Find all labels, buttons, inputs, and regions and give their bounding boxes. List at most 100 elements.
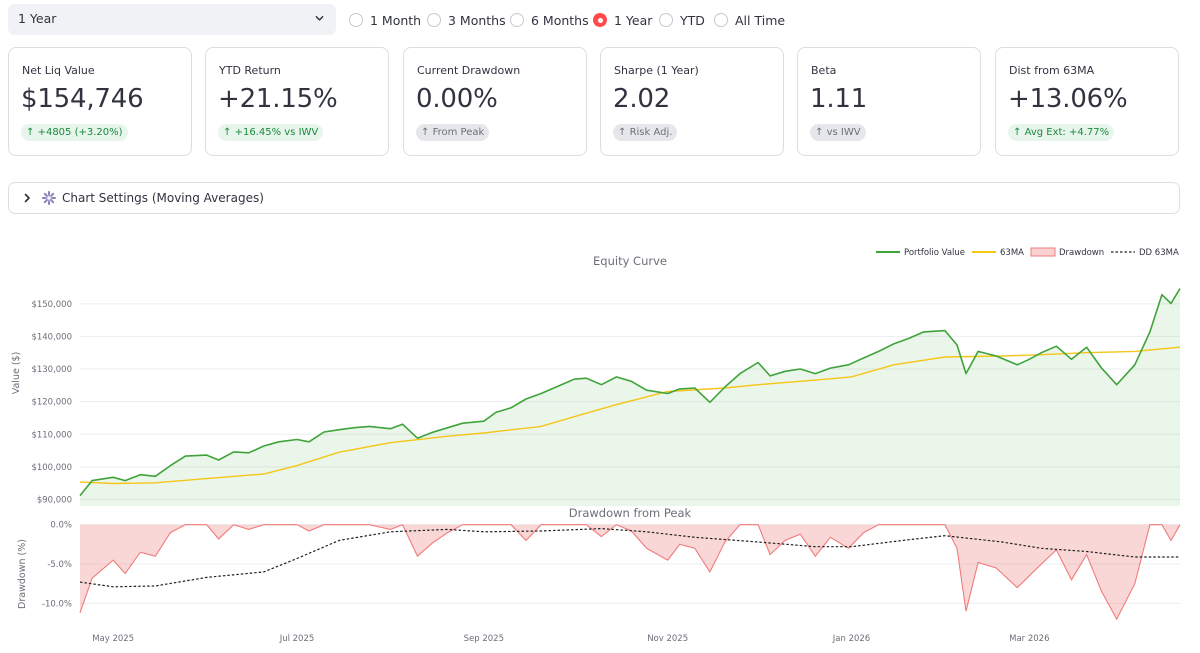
- y-tick-label: -10.0%: [42, 599, 72, 609]
- metric-delta: ↑ Avg Ext: +4.77%: [1008, 124, 1115, 141]
- drawdown-chart-title: Drawdown from Peak: [569, 506, 692, 520]
- x-tick-label: Jul 2025: [279, 634, 315, 644]
- portfolio-value-area: [80, 288, 1180, 506]
- metric-label: Dist from 63MA: [1009, 64, 1095, 77]
- radio-ytd[interactable]: YTD: [659, 11, 705, 29]
- metric-label: Current Drawdown: [417, 64, 521, 77]
- radio-label: 6 Months: [531, 12, 589, 28]
- radio-circle[interactable]: [510, 13, 524, 27]
- metric-card-beta: Beta 1.11 ↑ vs IWV: [797, 47, 981, 156]
- metric-delta: ↑ vs IWV: [810, 124, 866, 141]
- metric-delta-text: +16.45% vs IWV: [234, 127, 319, 138]
- metric-delta: ↑ Risk Adj.: [613, 124, 678, 141]
- metric-delta: ↑ From Peak: [416, 124, 490, 141]
- metric-card-current-drawdown: Current Drawdown 0.00% ↑ From Peak: [403, 47, 587, 156]
- radio-3-months[interactable]: 3 Months: [427, 11, 506, 29]
- metric-card-net-liq: Net Liq Value $154,746 ↑ +4805 (+3.20%): [8, 47, 192, 156]
- y-tick-label: $110,000: [31, 430, 72, 440]
- metric-label: Sharpe (1 Year): [614, 64, 699, 77]
- radio-label: 3 Months: [448, 12, 506, 28]
- chart-legend: Portfolio Value 63MA Drawdown DD 63MA: [876, 247, 1179, 258]
- radio-all-time[interactable]: All Time: [714, 11, 785, 29]
- legend-label: Portfolio Value: [904, 248, 965, 258]
- x-axis-ticks: May 2025 Jul 2025 Sep 2025 Nov 2025 Jan 2026…: [92, 634, 1049, 644]
- radio-6-months[interactable]: 6 Months: [510, 11, 589, 29]
- equity-y-axis-label: Value ($): [11, 352, 22, 395]
- radio-label: YTD: [680, 12, 705, 28]
- period-controls: 1 Year 1 Month 3 Months 6 Months 1 Year …: [8, 4, 1188, 36]
- radio-circle[interactable]: [714, 13, 728, 27]
- y-tick-label: 0.0%: [50, 521, 72, 531]
- metric-delta-text: +4805 (+3.20%): [37, 127, 123, 138]
- radio-circle[interactable]: [659, 13, 673, 27]
- arrow-up-icon: ↑: [421, 127, 430, 138]
- metric-label: YTD Return: [219, 64, 281, 77]
- y-tick-label: $130,000: [31, 365, 72, 375]
- x-tick-label: Sep 2025: [464, 634, 504, 644]
- legend-swatch: [1030, 247, 1056, 257]
- metric-value: +13.06%: [1008, 84, 1128, 114]
- legend-label: 63MA: [1000, 248, 1024, 258]
- y-tick-label: $150,000: [31, 300, 72, 310]
- drawdown-y-axis-label: Drawdown (%): [17, 539, 28, 609]
- equity-drawdown-chart: Portfolio Value 63MA Drawdown DD 63MA Equit…: [11, 247, 1181, 644]
- portfolio-value-line: [79, 288, 1181, 497]
- y-tick-label: $90,000: [37, 495, 72, 505]
- radio-1-month[interactable]: 1 Month: [349, 11, 421, 29]
- arrow-up-icon: ↑: [815, 127, 824, 138]
- arrow-up-icon: ↑: [223, 127, 232, 138]
- x-tick-label: Mar 2026: [1009, 634, 1049, 644]
- metric-delta-text: Risk Adj.: [629, 127, 673, 138]
- metric-delta-text: vs IWV: [826, 127, 861, 138]
- x-tick-label: May 2025: [92, 634, 134, 644]
- chevron-right-icon[interactable]: [22, 193, 32, 203]
- radio-label: All Time: [735, 12, 786, 28]
- chart-settings-title: Chart Settings (Moving Averages): [62, 191, 264, 205]
- chevron-down-icon: [315, 15, 324, 21]
- y-tick-label: -5.0%: [47, 560, 72, 570]
- ma63-line: [79, 346, 1181, 485]
- legend-label: DD 63MA: [1139, 248, 1179, 258]
- radio-circle[interactable]: [349, 13, 363, 27]
- metric-value: 0.00%: [416, 84, 498, 114]
- equity-grid: [80, 303, 1180, 500]
- metric-delta: ↑ +16.45% vs IWV: [218, 124, 324, 141]
- arrow-up-icon: ↑: [618, 127, 627, 138]
- metric-value: 1.11: [810, 84, 868, 114]
- period-select-value: 1 Year: [18, 11, 57, 26]
- metric-delta-text: From Peak: [432, 127, 485, 138]
- radio-circle-selected[interactable]: [593, 13, 607, 27]
- metric-card-sharpe: Sharpe (1 Year) 2.02 ↑ Risk Adj.: [600, 47, 784, 156]
- gear-icon: [42, 191, 56, 205]
- metric-card-ytd-return: YTD Return +21.15% ↑ +16.45% vs IWV: [205, 47, 389, 156]
- x-tick-label: Jan 2026: [832, 634, 870, 644]
- x-tick-label: Nov 2025: [647, 634, 688, 644]
- equity-series: [79, 288, 1181, 506]
- radio-label: 1 Year: [614, 12, 653, 28]
- radio-circle[interactable]: [427, 13, 441, 27]
- arrow-up-icon: ↑: [26, 127, 35, 138]
- metric-label: Net Liq Value: [22, 64, 95, 77]
- y-tick-label: $100,000: [31, 463, 72, 473]
- chart-settings-expander[interactable]: Chart Settings (Moving Averages): [8, 182, 1180, 214]
- metric-label: Beta: [811, 64, 837, 77]
- metric-delta: ↑ +4805 (+3.20%): [21, 124, 128, 141]
- drawdown-series: [79, 524, 1181, 621]
- equity-y-ticks: $90,000 $100,000 $110,000 $120,000 $130,000 $…: [31, 300, 72, 506]
- y-tick-label: $120,000: [31, 398, 72, 408]
- radio-1-year[interactable]: 1 Year: [593, 11, 652, 29]
- dd-63ma-line: [79, 527, 1180, 588]
- drawdown-line: [79, 524, 1181, 621]
- radio-label: 1 Month: [370, 12, 422, 28]
- period-select[interactable]: 1 Year: [8, 4, 336, 35]
- legend-label: Drawdown: [1059, 248, 1104, 258]
- metric-value: 2.02: [613, 84, 671, 114]
- equity-curve-title: Equity Curve: [593, 254, 667, 268]
- y-tick-label: $140,000: [31, 332, 72, 342]
- drawdown-y-ticks: 0.0% -5.0% -10.0%: [42, 521, 72, 610]
- metric-delta-text: Avg Ext: +4.77%: [1024, 127, 1110, 138]
- metric-value: +21.15%: [218, 84, 338, 114]
- metric-card-dist-63ma: Dist from 63MA +13.06% ↑ Avg Ext: +4.77%: [995, 47, 1179, 156]
- metric-value: $154,746: [21, 84, 144, 114]
- arrow-up-icon: ↑: [1013, 127, 1022, 138]
